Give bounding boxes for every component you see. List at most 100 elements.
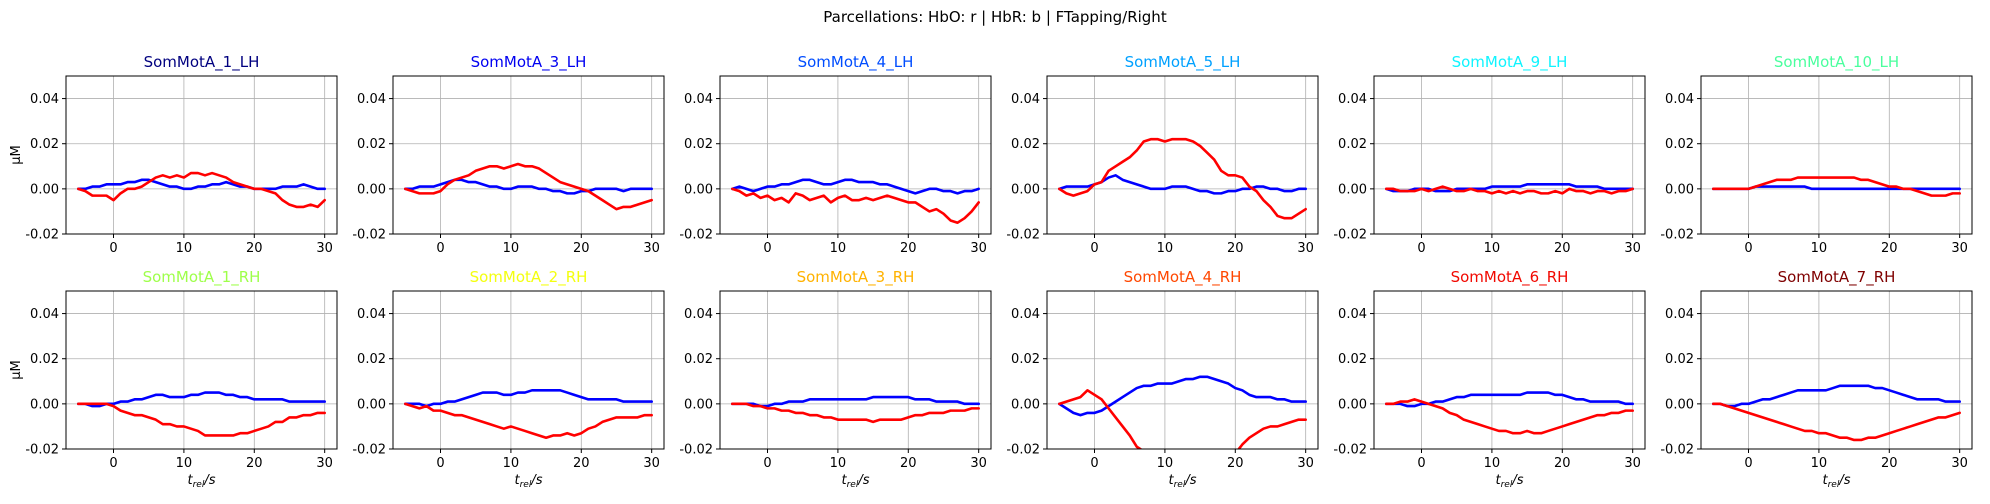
x-axis-label-main: t	[1168, 473, 1174, 488]
x-tick-label: 20	[1554, 241, 1571, 256]
series-line-hbr	[77, 391, 326, 408]
subplot-title: SomMotA_1_LH	[144, 53, 260, 72]
x-tick-label: 0	[1744, 456, 1752, 471]
x-axis-label-main: t	[1495, 473, 1501, 488]
axes-frame	[1046, 290, 1319, 450]
figure-suptitle: Parcellations: HbO: r | HbR: b | FTappin…	[823, 8, 1167, 26]
subplot-11: 0 10 20 30 -0.02 0.00 0.02 0.04 SomMotA_7_RHtrel…	[1660, 268, 1973, 490]
subplot-title: SomMotA_4_RH	[1124, 268, 1242, 287]
x-tick-label: 30	[643, 241, 660, 256]
y-tick-label: -0.02	[352, 228, 386, 243]
y-tick-label: -0.02	[1333, 228, 1367, 243]
x-tick-label: 0	[763, 456, 771, 471]
y-tick-label: -0.02	[25, 228, 59, 243]
x-tick-label: 0	[1090, 241, 1098, 256]
panels-group: 0 10 20 30 -0.02 0.00 0.02 0.04 SomMotA_1_LH µM 0 1…	[9, 53, 1973, 490]
y-tick-label: 0.04	[1665, 92, 1694, 107]
axes-frame	[1373, 290, 1646, 450]
x-axis-label-unit: /s	[1838, 473, 1850, 488]
x-axis-label-unit: /s	[857, 473, 869, 488]
series-line-hbo	[404, 402, 653, 440]
x-axis-label: trel/s	[841, 473, 869, 490]
y-axis-label: µM	[9, 360, 24, 380]
y-tick-label: 0.00	[684, 182, 713, 197]
x-tick-label: 0	[1090, 456, 1098, 471]
y-tick-label: 0.04	[357, 307, 386, 322]
y-tick-label: 0.02	[1338, 352, 1367, 367]
x-axis-label-subscript: rel	[193, 480, 205, 490]
series-line-hbo	[404, 162, 653, 211]
x-tick-label: 10	[830, 456, 847, 471]
x-tick-label: 30	[1297, 241, 1314, 256]
y-tick-label: -0.02	[352, 443, 386, 458]
subplot-9: 0 10 20 30 -0.02 0.00 0.02 0.04 SomMotA_4_RHtrel…	[1006, 268, 1319, 490]
series-line-hbo	[1385, 398, 1634, 435]
x-axis-label: trel/s	[514, 473, 542, 490]
y-tick-label: 0.04	[1011, 92, 1040, 107]
x-tick-label: 20	[246, 241, 263, 256]
x-axis-label-main: t	[1822, 473, 1828, 488]
x-tick-label: 0	[1417, 456, 1425, 471]
axes-frame	[65, 75, 338, 235]
subplot-5: 0 10 20 30 -0.02 0.00 0.02 0.04 SomMotA_10_LH	[1660, 53, 1973, 256]
axes-frame	[1373, 75, 1646, 235]
subplot-3: 0 10 20 30 -0.02 0.00 0.02 0.04 SomMotA_5_LH	[1006, 53, 1319, 256]
x-tick-label: 20	[1227, 241, 1244, 256]
y-tick-label: 0.00	[357, 397, 386, 412]
x-tick-label: 20	[1554, 456, 1571, 471]
x-tick-label: 20	[573, 456, 590, 471]
x-axis-label-subscript: rel	[520, 480, 532, 490]
y-tick-label: 0.00	[1011, 182, 1040, 197]
series-line-hbr	[1058, 375, 1307, 417]
y-tick-label: 0.04	[684, 307, 713, 322]
x-tick-label: 20	[900, 241, 917, 256]
x-tick-label: 30	[316, 456, 333, 471]
y-tick-label: 0.02	[30, 137, 59, 152]
y-tick-label: -0.02	[1660, 228, 1694, 243]
x-tick-label: 10	[176, 456, 193, 471]
y-tick-label: -0.02	[679, 228, 713, 243]
x-tick-label: 10	[830, 241, 847, 256]
x-tick-label: 10	[1811, 456, 1828, 471]
x-tick-label: 0	[436, 241, 444, 256]
y-tick-label: 0.04	[30, 92, 59, 107]
series-line-hbo	[1058, 389, 1307, 449]
series-line-hbo	[731, 402, 980, 424]
y-tick-label: 0.02	[1011, 137, 1040, 152]
y-tick-label: 0.00	[684, 397, 713, 412]
y-tick-label: -0.02	[25, 443, 59, 458]
subplot-title: SomMotA_7_RH	[1778, 268, 1896, 287]
series-line-hbo	[77, 171, 326, 209]
y-tick-label: 0.00	[357, 182, 386, 197]
subplot-1: 0 10 20 30 -0.02 0.00 0.02 0.04 SomMotA_3_LH	[352, 53, 665, 256]
x-tick-label: 0	[109, 456, 117, 471]
axes-frame	[719, 290, 992, 450]
y-tick-label: 0.00	[1665, 397, 1694, 412]
y-tick-label: -0.02	[1006, 228, 1040, 243]
x-axis-label-unit: /s	[1184, 473, 1196, 488]
y-tick-label: -0.02	[1660, 443, 1694, 458]
x-tick-label: 30	[1951, 241, 1968, 256]
y-tick-label: 0.02	[30, 352, 59, 367]
x-axis-label: trel/s	[1168, 473, 1196, 490]
y-tick-label: 0.00	[30, 397, 59, 412]
y-tick-label: -0.02	[1333, 443, 1367, 458]
x-axis-label: trel/s	[1822, 473, 1850, 490]
subplot-title: SomMotA_6_RH	[1451, 268, 1569, 287]
y-tick-label: 0.02	[357, 137, 386, 152]
x-axis-label-main: t	[187, 473, 193, 488]
subplot-title: SomMotA_10_LH	[1774, 53, 1899, 72]
subplot-title: SomMotA_2_RH	[470, 268, 588, 287]
x-tick-label: 10	[1484, 241, 1501, 256]
x-tick-label: 20	[900, 456, 917, 471]
axes-frame	[65, 290, 338, 450]
axes-frame	[392, 290, 665, 450]
x-tick-label: 0	[436, 456, 444, 471]
y-tick-label: 0.04	[1338, 92, 1367, 107]
series-line-hbr	[404, 389, 653, 408]
x-tick-label: 30	[1624, 241, 1641, 256]
subplot-title: SomMotA_5_LH	[1125, 53, 1241, 72]
y-tick-label: 0.02	[1338, 137, 1367, 152]
x-tick-label: 10	[1811, 241, 1828, 256]
subplot-0: 0 10 20 30 -0.02 0.00 0.02 0.04 SomMotA_1_LH µM	[9, 53, 338, 256]
